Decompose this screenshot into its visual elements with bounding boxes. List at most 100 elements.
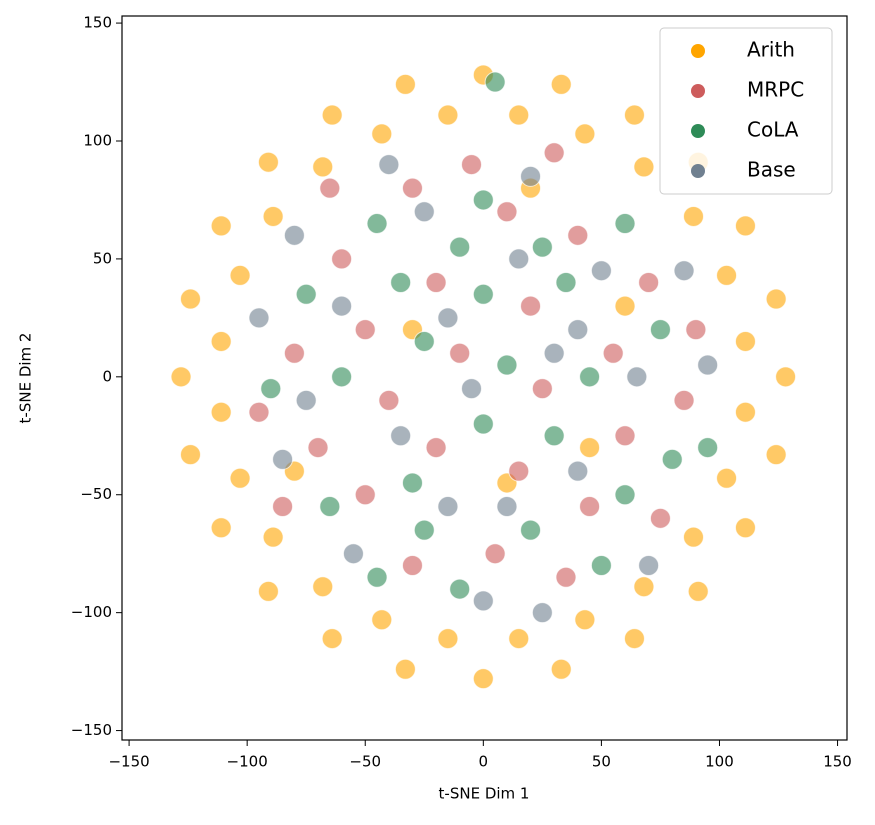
scatter-point xyxy=(626,366,648,388)
scatter-point xyxy=(734,215,756,237)
scatter-point xyxy=(567,319,589,341)
scatter-point xyxy=(413,330,435,352)
scatter-point xyxy=(354,484,376,506)
scatter-point xyxy=(390,271,412,293)
scatter-point xyxy=(614,484,636,506)
scatter-point xyxy=(331,248,353,270)
plot-frame xyxy=(121,15,848,741)
scatter-point xyxy=(366,213,388,235)
scatter-point xyxy=(623,628,645,650)
scatter-point xyxy=(401,472,423,494)
scatter-point xyxy=(633,156,655,178)
scatter-point xyxy=(472,413,494,435)
scatter-point xyxy=(765,444,787,466)
scatter-point xyxy=(508,104,530,126)
x-tick-label: 100 xyxy=(705,753,734,771)
scatter-point xyxy=(638,271,660,293)
scatter-point xyxy=(531,378,553,400)
y-tick-label: −150 xyxy=(71,721,112,739)
scatter-point xyxy=(210,330,232,352)
scatter-point xyxy=(623,104,645,126)
scatter-point xyxy=(170,366,192,388)
scatter-point xyxy=(437,496,459,518)
scatter-point xyxy=(574,123,596,145)
scatter-point xyxy=(734,517,756,539)
scatter-point xyxy=(413,519,435,541)
scatter-point xyxy=(520,295,542,317)
scatter-point xyxy=(496,201,518,223)
scatter-point xyxy=(390,425,412,447)
scatter-point xyxy=(248,401,270,423)
y-tick-label: 150 xyxy=(83,14,112,32)
scatter-point xyxy=(716,264,738,286)
scatter-point xyxy=(685,319,707,341)
scatter-point xyxy=(555,271,577,293)
scatter-point xyxy=(682,526,704,548)
x-tick-label: −100 xyxy=(227,753,268,771)
legend-label: CoLA xyxy=(747,118,799,142)
scatter-point xyxy=(543,142,565,164)
scatter-point xyxy=(425,271,447,293)
scatter-point xyxy=(579,437,601,459)
scatter-point xyxy=(550,73,572,95)
legend-label: Arith xyxy=(747,38,795,62)
y-tick-label: 100 xyxy=(83,131,112,149)
y-tick-label: 50 xyxy=(93,249,112,267)
scatter-point xyxy=(682,205,704,227)
scatter-point xyxy=(673,389,695,411)
scatter-point xyxy=(638,554,660,576)
scatter-point xyxy=(210,517,232,539)
scatter-point xyxy=(614,295,636,317)
scatter-point xyxy=(262,205,284,227)
scatter-point xyxy=(697,437,719,459)
scatter-point xyxy=(472,590,494,612)
scatter-point xyxy=(579,366,601,388)
scatter-point xyxy=(295,283,317,305)
scatter-point xyxy=(425,437,447,459)
scatter-point xyxy=(496,354,518,376)
x-tick-label: −150 xyxy=(108,753,149,771)
scatter-point xyxy=(579,496,601,518)
scatter-point xyxy=(394,73,416,95)
scatter-point xyxy=(633,576,655,598)
x-tick-label: 50 xyxy=(592,753,611,771)
scatter-point xyxy=(394,658,416,680)
scatter-point xyxy=(775,366,797,388)
scatter-point xyxy=(472,189,494,211)
scatter-point xyxy=(543,425,565,447)
y-tick-label: −100 xyxy=(71,603,112,621)
scatter-point xyxy=(179,288,201,310)
scatter-point xyxy=(437,307,459,329)
scatter-point xyxy=(272,448,294,470)
legend-marker xyxy=(691,164,705,178)
scatter-point xyxy=(248,307,270,329)
scatter-point xyxy=(602,342,624,364)
scatter-point xyxy=(319,496,341,518)
scatter-point xyxy=(413,201,435,223)
scatter-point xyxy=(614,213,636,235)
scatter-point xyxy=(342,543,364,565)
scatter-point xyxy=(401,177,423,199)
scatter-point xyxy=(461,154,483,176)
plot-marks xyxy=(170,64,797,690)
scatter-point xyxy=(614,425,636,447)
scatter-point xyxy=(567,460,589,482)
scatter-point xyxy=(567,224,589,246)
legend-marker xyxy=(691,124,705,138)
y-tick-label: −50 xyxy=(80,485,112,503)
scatter-point xyxy=(283,224,305,246)
scatter-point xyxy=(687,580,709,602)
scatter-point xyxy=(354,319,376,341)
scatter-point xyxy=(262,526,284,548)
scatter-point xyxy=(734,330,756,352)
scatter-point xyxy=(550,658,572,680)
scatter-point xyxy=(531,236,553,258)
scatter-point xyxy=(734,401,756,423)
scatter-point xyxy=(378,154,400,176)
scatter-point xyxy=(272,496,294,518)
scatter-point xyxy=(484,543,506,565)
y-tick-label: 0 xyxy=(102,367,112,385)
scatter-point xyxy=(449,236,471,258)
scatter-point xyxy=(229,264,251,286)
scatter-point xyxy=(449,578,471,600)
